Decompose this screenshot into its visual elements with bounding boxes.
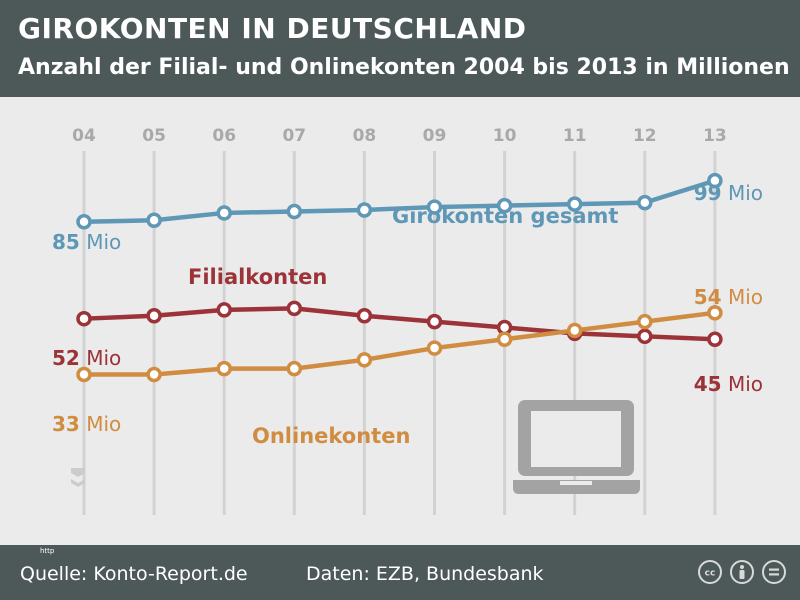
series-line <box>81 310 718 377</box>
chart-area: 04 05 06 07 08 09 10 11 12 13 Girokonten gesamt Fi… <box>0 97 800 545</box>
data-point <box>707 172 723 189</box>
source-credit: Quelle: Konto-Report.de <box>20 563 248 585</box>
data-point <box>637 194 653 211</box>
data-point <box>566 322 583 339</box>
x-tick-label: 07 <box>282 126 306 146</box>
x-tick-label: 05 <box>142 126 166 146</box>
data-point <box>216 302 232 318</box>
scroll-down-icon <box>71 468 85 487</box>
data-point <box>286 300 303 317</box>
value-label: 54 Mio <box>694 285 763 309</box>
data-point <box>146 366 162 383</box>
data-point <box>76 366 92 383</box>
data-point <box>426 199 443 215</box>
data-labels: Girokonten gesamt Filialkonten Onlinekonte… <box>52 181 763 448</box>
data-point <box>356 308 373 324</box>
no-derivatives-icon <box>762 560 786 584</box>
data-point <box>426 340 443 356</box>
data-point <box>216 360 232 377</box>
x-tick-label: 04 <box>72 126 96 146</box>
header: GIROKONTEN IN DEUTSCHLAND Anzahl der Fil… <box>0 0 800 97</box>
data-point <box>707 305 723 321</box>
line-chart: 04 05 06 07 08 09 10 11 12 13 Girokonten gesamt Fi… <box>52 126 763 515</box>
series-label-girokonten: Girokonten gesamt <box>392 204 618 228</box>
cc-icon: cc <box>698 560 722 584</box>
data-point <box>707 331 723 347</box>
data-point <box>286 203 303 220</box>
x-tick-label: 08 <box>353 126 377 146</box>
x-tick-label: 11 <box>563 126 587 146</box>
data-credit: Daten: EZB, Bundesbank <box>306 563 544 585</box>
series-1 <box>76 172 723 230</box>
data-point <box>566 196 583 212</box>
series <box>76 172 723 383</box>
x-tick-label: 06 <box>212 126 236 146</box>
data-point <box>356 202 373 218</box>
x-tick-label: 12 <box>633 126 657 146</box>
data-point <box>356 352 373 368</box>
data-point <box>496 331 513 347</box>
series-line <box>81 306 718 342</box>
data-point <box>426 313 443 330</box>
data-point <box>76 310 92 327</box>
footer: http Quelle: Konto-Report.de Daten: EZB,… <box>0 545 800 600</box>
value-label: 45 Mio <box>694 372 763 396</box>
computer-euro-icon <box>513 400 640 494</box>
http-label: http <box>40 547 55 555</box>
data-point <box>637 313 653 330</box>
value-label: 99 Mio <box>694 181 763 205</box>
page-subtitle: Anzahl der Filial- und Onlinekonten 2004… <box>18 55 790 80</box>
page-title: GIROKONTEN IN DEUTSCHLAND <box>18 12 527 45</box>
x-axis-tick-labels: 04 05 06 07 08 09 10 11 12 13 <box>72 126 727 146</box>
by-attribution-icon <box>730 560 754 584</box>
x-tick-label: 13 <box>703 126 727 146</box>
value-label: 52 Mio <box>52 346 121 370</box>
data-point <box>496 197 513 214</box>
value-label: 85 Mio <box>52 230 121 254</box>
data-point <box>286 360 303 377</box>
data-point <box>146 212 162 229</box>
series-label-filialkonten: Filialkonten <box>188 265 327 289</box>
series-3 <box>76 305 723 383</box>
series-label-onlinekonten: Onlinekonten <box>252 424 410 448</box>
data-point <box>76 214 92 230</box>
value-label: 33 Mio <box>52 412 121 436</box>
x-tick-label: 10 <box>493 126 517 146</box>
data-point <box>216 205 232 221</box>
data-point <box>146 308 162 324</box>
x-tick-label: 09 <box>423 126 447 146</box>
svg-text:cc: cc <box>705 569 716 579</box>
data-point <box>637 328 653 345</box>
series-line <box>81 178 718 224</box>
